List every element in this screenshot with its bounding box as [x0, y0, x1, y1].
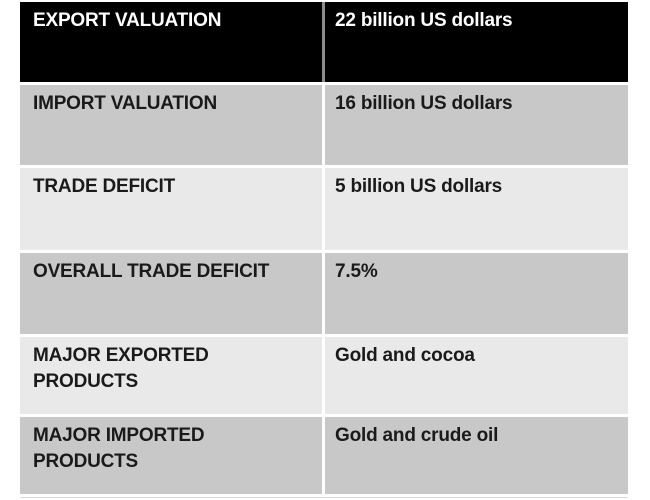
column-divider — [322, 85, 325, 165]
table-row: IMPORT VALUATION 16 billion US dollars — [20, 85, 628, 165]
column-divider — [322, 168, 325, 250]
row-value-cell: Gold and crude oil — [325, 417, 628, 494]
column-divider — [322, 417, 325, 494]
table-row: OVERALL TRADE DEFICIT 7.5% — [20, 253, 628, 334]
row-value-cell: 5 billion US dollars — [325, 168, 628, 250]
column-divider — [322, 253, 325, 334]
table-row: EXPORT VALUATION 22 billion US dollars — [20, 2, 628, 82]
row-value-cell: Gold and cocoa — [325, 337, 628, 414]
table-row: TRADE DEFICIT 5 billion US dollars — [20, 168, 628, 250]
row-label-cell: MAJOR EXPORTED PRODUCTS — [20, 337, 322, 414]
row-value-cell: 7.5% — [325, 253, 628, 334]
row-label-cell: EXPORT VALUATION — [20, 2, 322, 82]
row-value-cell: 16 billion US dollars — [325, 85, 628, 165]
table-row: MAJOR IMPORTED PRODUCTS Gold and crude o… — [20, 417, 628, 494]
column-divider — [322, 2, 325, 82]
table-row: MAJOR EXPORTED PRODUCTS Gold and cocoa — [20, 337, 628, 414]
trade-statistics-table: EXPORT VALUATION 22 billion US dollars I… — [20, 2, 628, 497]
column-divider — [322, 337, 325, 414]
row-label-cell: OVERALL TRADE DEFICIT — [20, 253, 322, 334]
table-bottom-shadow-line — [20, 497, 628, 498]
row-label-cell: IMPORT VALUATION — [20, 85, 322, 165]
row-label-cell: MAJOR IMPORTED PRODUCTS — [20, 417, 322, 494]
row-label-cell: TRADE DEFICIT — [20, 168, 322, 250]
row-value-cell: 22 billion US dollars — [325, 2, 628, 82]
